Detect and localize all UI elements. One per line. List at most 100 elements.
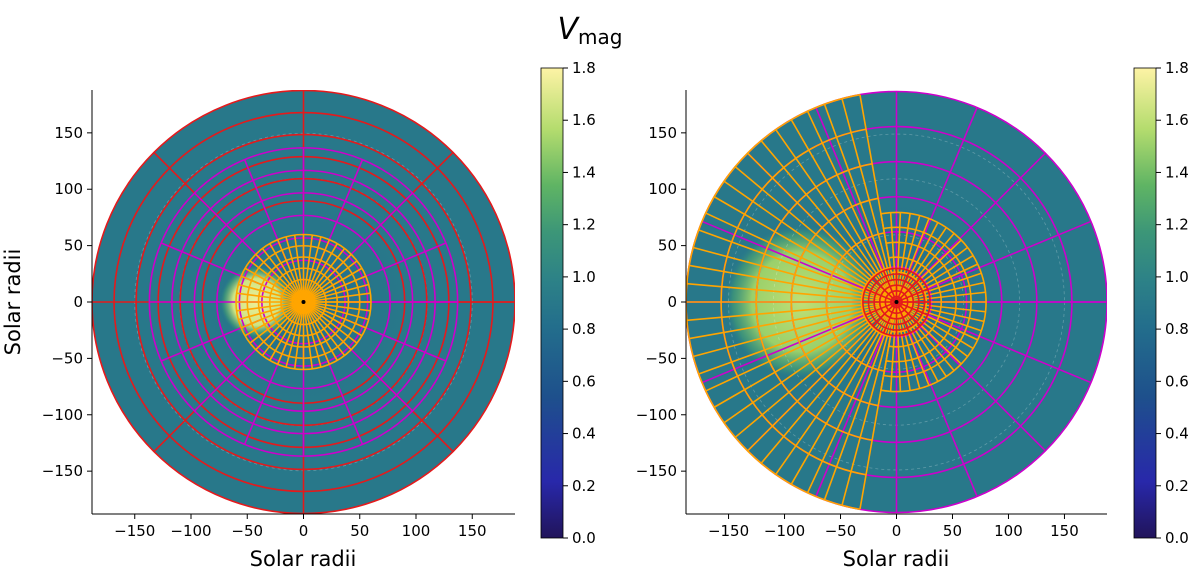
grid-spoke — [880, 301, 898, 391]
grid-spoke — [790, 119, 898, 303]
grid-spoke — [896, 272, 982, 303]
grid-spoke — [895, 232, 955, 303]
grid-spoke — [302, 301, 314, 370]
title-subscript: mag — [578, 25, 622, 49]
x-tick-label: 150 — [1050, 522, 1079, 540]
right-colorbar: 0.0 0.2 0.4 0.6 0.8 1.0 1.2 1.4 1.6 1.8 — [1133, 59, 1189, 547]
y-tick-label: −50 — [645, 349, 677, 367]
grid-level-1 — [148, 147, 459, 457]
grid-level-2 — [235, 233, 372, 371]
y-tick-label: 0 — [667, 293, 677, 311]
grid-spoke — [895, 301, 911, 334]
colorbar-tick-label: 1.6 — [572, 111, 596, 129]
grid-spoke — [734, 301, 898, 438]
grid-spoke — [806, 110, 898, 303]
x-tick-label: −100 — [764, 522, 805, 540]
grid-spoke — [255, 301, 305, 351]
grid-spoke — [895, 301, 939, 382]
grid-spoke — [760, 140, 898, 303]
left-colorbar: 0.0 0.2 0.4 0.6 0.8 1.0 1.2 1.4 1.6 1.8 — [540, 59, 596, 547]
grid-spoke — [303, 301, 367, 329]
grid-spoke — [705, 301, 897, 392]
grid-spoke — [303, 301, 363, 337]
grid-spoke — [692, 301, 897, 358]
grid-spoke — [896, 301, 928, 316]
grid-spoke — [285, 236, 305, 303]
grid-spoke — [692, 246, 897, 303]
grid-spoke — [302, 301, 352, 351]
grid-spoke — [705, 212, 897, 303]
grid-spoke — [723, 180, 897, 303]
colorbar-tick-label: 0.4 — [1165, 425, 1189, 443]
x-tick-label: −50 — [231, 522, 263, 540]
grid-spoke — [686, 301, 897, 322]
grid-spoke — [896, 301, 974, 350]
grid-spoke — [303, 301, 358, 344]
grid-spoke — [895, 277, 921, 303]
colorbar-tick-label: 0.2 — [1165, 477, 1189, 495]
grid-spoke — [841, 98, 898, 303]
sun-marker-0 — [301, 300, 306, 304]
grid-spoke — [303, 283, 369, 303]
colorbar-tick-label: 0.6 — [1165, 372, 1189, 390]
grid-spoke — [823, 301, 898, 501]
right-axes: −150 −100 −50 0 50 100 150 −150 −100 −50 0 50 100 150 — [636, 90, 1107, 540]
grid-spoke — [895, 301, 921, 389]
grid-spoke — [276, 301, 305, 365]
grid-spoke — [689, 264, 897, 303]
grid-spoke — [244, 301, 304, 337]
grid-spoke — [896, 254, 974, 303]
grid-spoke — [261, 301, 305, 357]
grid-spoke — [240, 275, 304, 303]
colorbar-tick-label: 1.4 — [572, 163, 596, 181]
grid-spoke — [302, 239, 331, 303]
grid-spoke — [889, 301, 898, 392]
y-tick-label: 0 — [73, 293, 83, 311]
grid-spoke — [238, 301, 304, 321]
grid-spoke — [895, 270, 911, 303]
colorbar-tick-label: 1.8 — [1165, 59, 1189, 77]
grid-spoke — [896, 301, 982, 332]
y-tick-label: 100 — [648, 180, 677, 198]
grid-spoke — [882, 270, 898, 303]
grid-level-3 — [862, 267, 931, 337]
grid-spoke — [790, 301, 898, 485]
grid-spoke — [302, 301, 331, 365]
colorbar-tick-label: 0.8 — [1165, 320, 1189, 338]
y-tick-label: 150 — [54, 124, 83, 142]
x-tick-label: 100 — [402, 522, 431, 540]
grid-spoke — [302, 253, 352, 303]
grid-spoke — [276, 239, 305, 303]
grid-spoke — [302, 301, 338, 361]
grid-spoke — [760, 301, 898, 464]
x-tick-label: 50 — [350, 522, 369, 540]
grid-spoke — [303, 275, 367, 303]
grid-spoke — [896, 281, 985, 303]
grid-spoke — [293, 301, 305, 370]
y-tick-label: 100 — [54, 180, 83, 198]
colorbar-tick-label: 0.4 — [572, 425, 596, 443]
grid-spoke — [775, 129, 898, 303]
y-tick-label: −150 — [636, 462, 677, 480]
grid-spoke — [895, 213, 911, 303]
right-panel: −150 −100 −50 0 50 100 150 −150 −100 −50 0 50 100 150… — [636, 90, 1107, 571]
grid-spoke — [895, 227, 947, 303]
grid-spoke — [895, 301, 955, 372]
grid-spoke — [895, 301, 921, 327]
grid-spoke — [293, 234, 305, 303]
x-tick-label: −150 — [708, 522, 749, 540]
figure-title: Vmag — [558, 12, 623, 49]
grid-spoke — [895, 301, 911, 391]
grid-spoke — [302, 247, 346, 303]
grid-spoke — [686, 282, 897, 303]
grid-spoke — [895, 222, 939, 303]
left-panel: −150 −100 −50 0 50 100 150 −150 −100 −50 0 50 100 150… — [1, 90, 515, 571]
grid-spoke — [734, 166, 898, 303]
grid-spoke — [823, 103, 898, 303]
x-tick-label: 0 — [892, 522, 902, 540]
grid-spoke — [882, 301, 898, 334]
x-tick-label: 150 — [458, 522, 487, 540]
grid-spoke — [303, 301, 371, 312]
grid-spoke — [302, 236, 322, 303]
colorbar-tick-label: 1.4 — [1165, 163, 1189, 181]
